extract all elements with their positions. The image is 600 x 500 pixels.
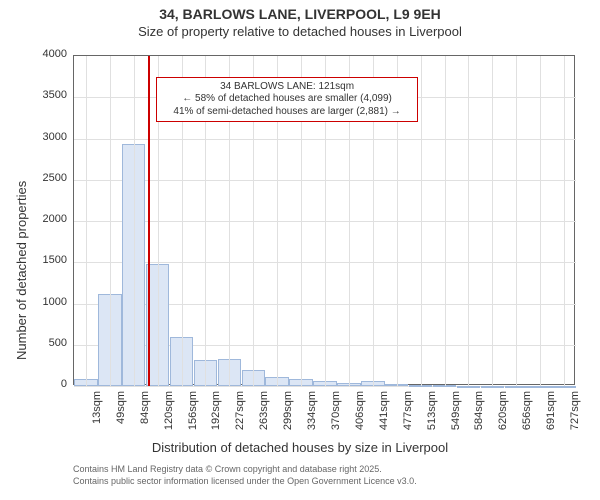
grid-line [492, 56, 493, 386]
attribution-line2: Contains public sector information licen… [73, 476, 417, 488]
chart-title: 34, BARLOWS LANE, LIVERPOOL, L9 9EH [0, 6, 600, 22]
x-tick-label: 263sqm [258, 391, 270, 439]
x-tick-label: 406sqm [354, 391, 366, 439]
x-tick-label: 513sqm [426, 391, 438, 439]
y-tick-label: 500 [27, 337, 67, 349]
y-tick-label: 3000 [27, 131, 67, 143]
grid-line [540, 56, 541, 386]
y-tick-label: 2500 [27, 172, 67, 184]
x-tick-label: 477sqm [402, 391, 414, 439]
grid-line [86, 56, 87, 386]
x-axis-label: Distribution of detached houses by size … [0, 440, 600, 455]
y-tick-label: 1000 [27, 296, 67, 308]
chart-subtitle: Size of property relative to detached ho… [0, 24, 600, 39]
x-tick-label: 691sqm [545, 391, 557, 439]
y-axis-label: Number of detached properties [14, 181, 29, 360]
annotation-box: 34 BARLOWS LANE: 121sqm← 58% of detached… [156, 77, 418, 123]
y-tick-label: 2000 [27, 213, 67, 225]
x-tick-label: 584sqm [473, 391, 485, 439]
attribution-line1: Contains HM Land Registry data © Crown c… [73, 464, 417, 476]
plot-area: 34 BARLOWS LANE: 121sqm← 58% of detached… [73, 55, 575, 385]
x-tick-label: 192sqm [210, 391, 222, 439]
grid-line [564, 56, 565, 386]
grid-line [516, 56, 517, 386]
property-marker-line [148, 56, 150, 386]
x-tick-label: 620sqm [497, 391, 509, 439]
grid-line [445, 56, 446, 386]
x-tick-label: 156sqm [187, 391, 199, 439]
x-tick-label: 120sqm [163, 391, 175, 439]
x-tick-label: 370sqm [330, 391, 342, 439]
attribution-text: Contains HM Land Registry data © Crown c… [73, 464, 417, 487]
y-tick-label: 0 [27, 378, 67, 390]
x-tick-label: 334sqm [306, 391, 318, 439]
x-tick-label: 49sqm [115, 391, 127, 439]
grid-line [110, 56, 111, 386]
annotation-line: 41% of semi-detached houses are larger (… [163, 106, 411, 119]
y-tick-label: 1500 [27, 254, 67, 266]
x-tick-label: 299sqm [282, 391, 294, 439]
annotation-line: 34 BARLOWS LANE: 121sqm [163, 81, 411, 94]
chart-container: 34, BARLOWS LANE, LIVERPOOL, L9 9EH Size… [0, 0, 600, 500]
x-tick-label: 13sqm [91, 391, 103, 439]
grid-line [134, 56, 135, 386]
x-tick-label: 549sqm [450, 391, 462, 439]
x-tick-label: 227sqm [234, 391, 246, 439]
x-tick-label: 656sqm [521, 391, 533, 439]
annotation-line: ← 58% of detached houses are smaller (4,… [163, 93, 411, 106]
x-tick-label: 441sqm [378, 391, 390, 439]
grid-line [421, 56, 422, 386]
y-tick-label: 3500 [27, 89, 67, 101]
y-tick-label: 4000 [27, 48, 67, 60]
x-tick-label: 84sqm [139, 391, 151, 439]
grid-line [468, 56, 469, 386]
x-tick-label: 727sqm [569, 391, 581, 439]
